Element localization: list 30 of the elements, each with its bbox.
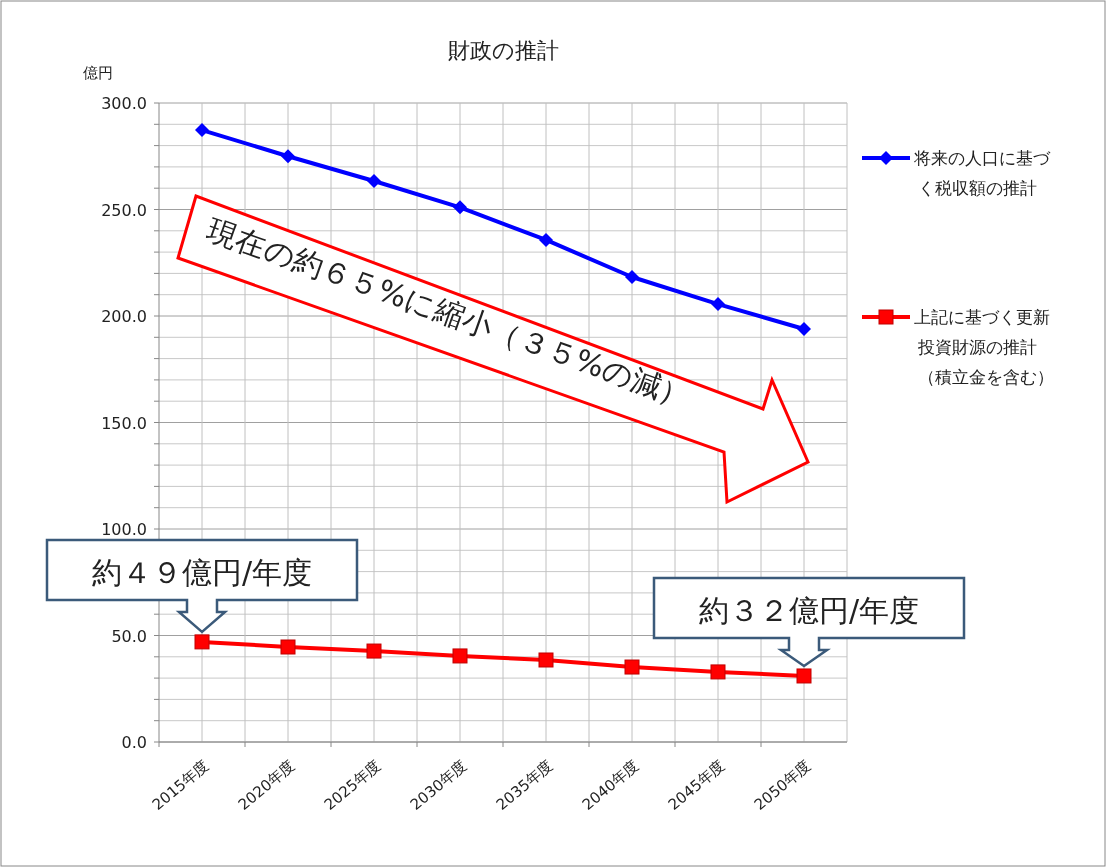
- y-tick-label: 250.0: [101, 200, 147, 220]
- point: [195, 123, 209, 138]
- point: [710, 664, 726, 680]
- point: [538, 652, 554, 668]
- annotation: 現在の約６５%に縮小（３５%の減）: [202, 211, 696, 415]
- legend-label: 上記に基づく更新投資財源の推計（積立金を含む）: [914, 307, 1054, 387]
- point: [711, 297, 725, 312]
- point: [281, 149, 295, 164]
- point: [366, 643, 382, 659]
- point: [625, 270, 639, 285]
- y-tick-label: 300.0: [101, 94, 147, 113]
- point: [797, 321, 811, 336]
- point: [796, 668, 812, 684]
- y-tick-label: 100.0: [101, 520, 147, 539]
- y-tick-label: 150.0: [101, 413, 147, 433]
- point: [194, 634, 210, 650]
- point: [452, 648, 468, 664]
- y-tick-label: 200.0: [101, 307, 147, 326]
- annotation: 約３２億円/年度: [698, 592, 920, 628]
- chart-title: 財政の推計: [447, 38, 559, 63]
- legend-label: 将来の人口に基づく税収額の推計: [913, 148, 1051, 198]
- point: [624, 659, 640, 675]
- point: [280, 639, 296, 655]
- y-tick-label: 50.0: [111, 626, 147, 646]
- point: [367, 173, 381, 188]
- y-axis-title: 億円: [83, 64, 113, 82]
- point: [539, 232, 553, 247]
- point: [453, 200, 467, 215]
- y-tick-label: 0.0: [121, 733, 147, 752]
- annotation: 約４９億円/年度: [91, 554, 313, 590]
